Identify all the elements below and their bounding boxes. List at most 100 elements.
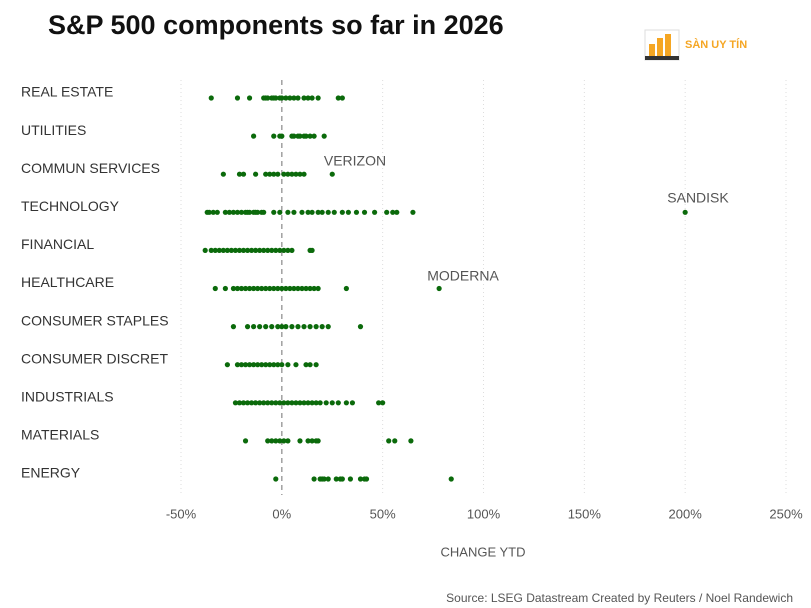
dot <box>313 400 319 406</box>
category-label: CONSUMER STAPLES <box>21 312 169 328</box>
dot <box>345 209 351 215</box>
dot <box>246 285 253 292</box>
logo-bar <box>657 38 663 56</box>
dot <box>273 476 279 482</box>
dot <box>285 362 291 368</box>
dot <box>279 133 285 139</box>
dot <box>271 133 277 139</box>
dot <box>248 400 255 406</box>
dot <box>251 324 257 330</box>
dot <box>277 247 283 253</box>
dot <box>315 438 321 444</box>
dot <box>303 285 309 292</box>
dot <box>281 438 287 444</box>
x-tick-label: 150% <box>568 506 602 521</box>
dot <box>333 476 339 482</box>
dot <box>242 285 249 292</box>
dot <box>234 285 241 292</box>
dot <box>299 209 305 215</box>
dot <box>289 324 295 330</box>
dot <box>325 209 331 215</box>
dot <box>240 171 247 177</box>
dot <box>321 476 327 482</box>
dot <box>263 285 269 292</box>
dot <box>305 209 311 215</box>
dot <box>309 438 315 444</box>
dot <box>224 247 230 253</box>
dot <box>275 285 281 292</box>
dot <box>321 133 327 139</box>
annotation: MODERNA <box>427 268 499 284</box>
dot <box>305 95 311 101</box>
dot <box>357 476 364 482</box>
dot <box>408 438 414 444</box>
dot <box>265 95 271 101</box>
source-note: Source: LSEG Datastream Created by Reute… <box>446 591 793 605</box>
dot <box>261 209 267 215</box>
dot <box>285 171 291 177</box>
dot <box>436 285 442 292</box>
dot <box>255 362 261 368</box>
dot <box>285 247 291 253</box>
dot <box>335 95 341 101</box>
dot <box>251 362 257 368</box>
dot <box>301 95 307 101</box>
dot <box>335 400 341 406</box>
dot <box>248 247 255 253</box>
dot <box>208 247 214 253</box>
dot <box>265 247 271 253</box>
dot <box>263 362 269 368</box>
dot <box>682 209 688 215</box>
dot <box>265 400 271 406</box>
dot <box>297 400 303 406</box>
dot <box>224 362 230 368</box>
dot <box>313 362 319 368</box>
dot <box>279 324 285 330</box>
dot <box>261 400 267 406</box>
dot <box>206 209 212 215</box>
dot <box>244 324 251 330</box>
dot <box>301 400 307 406</box>
dot <box>279 95 285 101</box>
dot <box>315 209 321 215</box>
dot <box>349 400 356 406</box>
dot <box>372 209 378 215</box>
dot <box>246 95 253 101</box>
dot <box>212 247 218 253</box>
dot <box>384 209 390 215</box>
x-tick-label: -50% <box>166 506 197 521</box>
dot <box>281 171 287 177</box>
dot <box>275 324 281 330</box>
dot <box>289 247 295 253</box>
dot <box>269 324 275 330</box>
dot <box>236 400 243 406</box>
dot <box>265 438 271 444</box>
dot <box>281 247 287 253</box>
dot <box>251 285 257 292</box>
dot <box>253 171 259 177</box>
dot <box>311 476 317 482</box>
brand-logo: SÀN UY TÍN <box>644 29 747 61</box>
dot <box>307 285 313 292</box>
x-axis-label: CHANGE YTD <box>441 544 526 559</box>
dot <box>271 171 277 177</box>
dot <box>313 324 319 330</box>
dot <box>287 95 293 101</box>
dot <box>329 171 335 177</box>
dot <box>293 400 299 406</box>
dot <box>271 285 277 292</box>
dot <box>263 171 269 177</box>
dot <box>257 247 263 253</box>
dot <box>319 209 325 215</box>
dot <box>287 285 293 292</box>
dot <box>295 285 301 292</box>
dot <box>347 476 353 482</box>
annotation: VERIZON <box>324 153 386 169</box>
dot <box>232 400 239 406</box>
dot <box>236 171 243 177</box>
dot <box>277 438 283 444</box>
logo-bar <box>649 44 655 56</box>
dot <box>380 400 386 406</box>
dot <box>210 209 216 215</box>
